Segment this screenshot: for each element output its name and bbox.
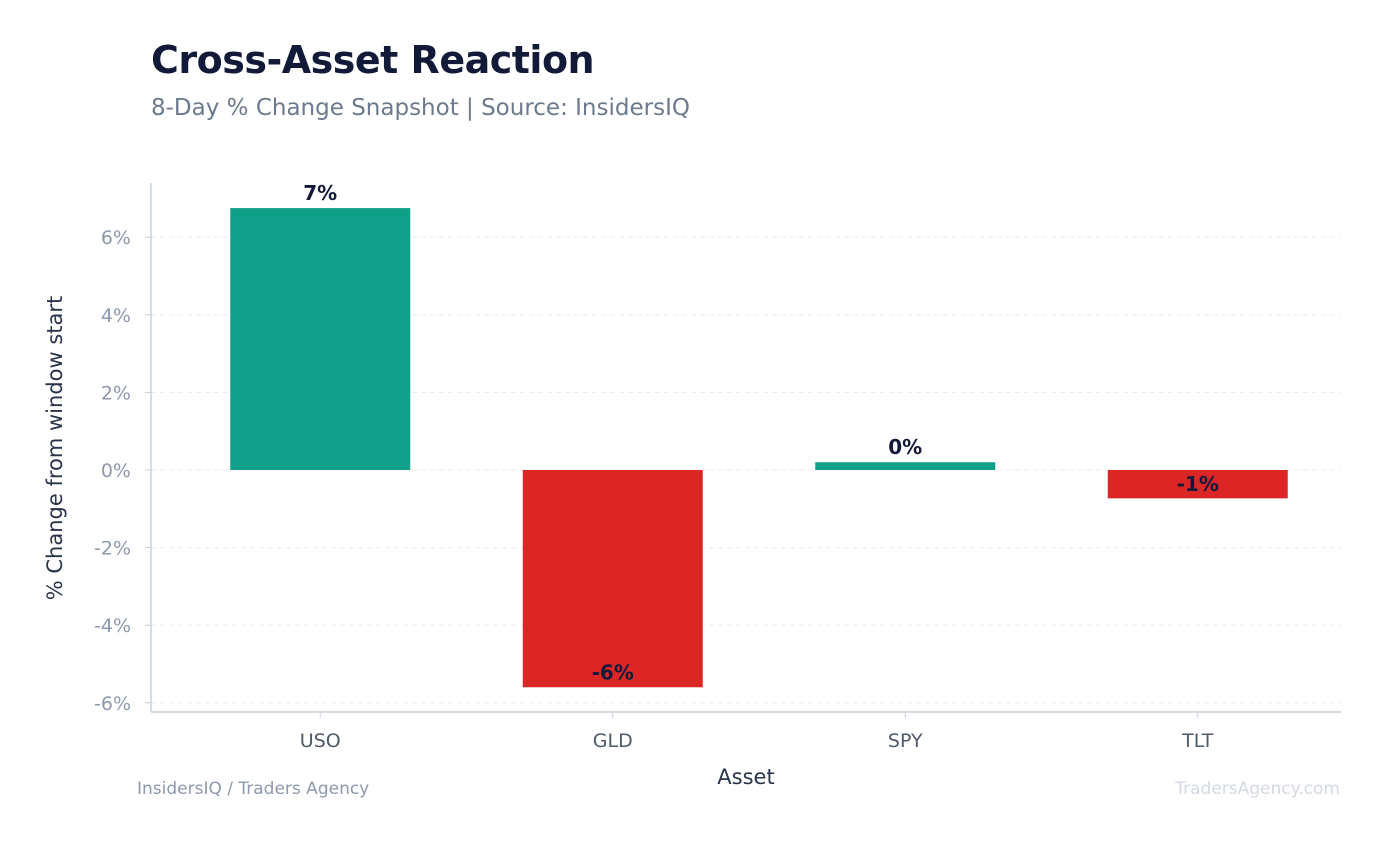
y-tick-label: 4% — [101, 305, 131, 327]
y-tick-label: 2% — [101, 382, 131, 404]
data-label-uso: 7% — [303, 181, 337, 205]
x-tick-label: GLD — [593, 730, 633, 752]
bar-spy — [815, 462, 996, 470]
data-label-spy: 0% — [888, 435, 922, 459]
chart-subtitle: 8-Day % Change Snapshot | Source: Inside… — [151, 95, 690, 121]
data-label-gld: -6% — [592, 660, 634, 684]
bar-uso — [230, 208, 411, 470]
x-tick-label: USO — [300, 730, 341, 752]
axes — [145, 183, 1341, 718]
x-axis-title: Asset — [717, 765, 774, 789]
data-label-tlt: -1% — [1177, 472, 1219, 496]
y-tick-label: -2% — [94, 538, 131, 560]
footer-watermark: TradersAgency.com — [1175, 779, 1340, 799]
bars — [230, 208, 1288, 688]
chart-title: Cross-Asset Reaction — [151, 38, 595, 82]
x-tick-label: SPY — [888, 730, 923, 752]
x-tick-label: TLT — [1181, 730, 1214, 752]
y-tick-label: -6% — [94, 693, 131, 715]
bar-tlt — [1107, 470, 1288, 499]
bar-gld — [522, 470, 703, 688]
y-axis-title: % Change from window start — [43, 296, 67, 601]
footer-credit: InsidersIQ / Traders Agency — [137, 779, 370, 799]
y-tick-label: 6% — [101, 227, 131, 249]
labels: 6% 4% 2% 0% -2% -4% -6% USO 7% GLD -6% SPY 0% TLT -1% — [94, 181, 1219, 752]
y-tick-label: 0% — [101, 460, 131, 482]
y-tick-label: -4% — [94, 615, 131, 637]
